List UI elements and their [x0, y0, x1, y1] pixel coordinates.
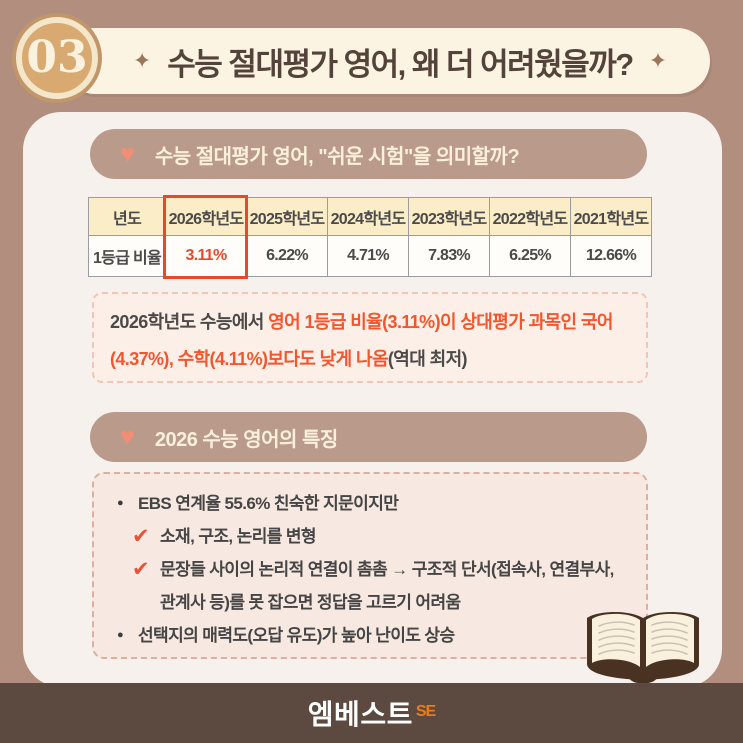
section2-heading: 2026 수능 영어의 특징	[154, 428, 338, 451]
feature-item-text: EBS 연계율 55.6% 친숙한 지문이지만	[138, 494, 399, 513]
footer-bar: 엠베스트 SE	[0, 683, 743, 743]
grade-ratio-table-wrap: 년도 2026학년도 2025학년도 2024학년도 2023학년도 2022학년도 20…	[88, 195, 654, 279]
year-column-header: 2022학년도	[489, 197, 571, 236]
year-column-header: 2025학년도	[246, 197, 328, 236]
features-box: ● EBS 연계율 55.6% 친숙한 지문이지만 ✔ 소재, 구조, 논리를 변형 ✔…	[92, 472, 648, 659]
table-row-header: 1등급 비율	[88, 235, 166, 277]
features-list: ● EBS 연계율 55.6% 친숙한 지문이지만 ✔ 소재, 구조, 논리를 변형 ✔…	[112, 487, 632, 652]
brand-logo: 엠베스트 SE	[307, 693, 436, 733]
feature-item: ● 선택지의 매력도(오답 유도)가 높아 난이도 상승	[112, 619, 632, 652]
grade-ratio-value: 7.83%	[408, 235, 490, 277]
bullet-dot-icon: ●	[117, 497, 124, 509]
section-number: 03	[26, 32, 88, 83]
feature-item-text: 소재, 구조, 논리를 변형	[160, 527, 317, 546]
sparkle-icon: ✦	[648, 48, 668, 73]
grade-ratio-value: 3.11%	[165, 235, 247, 277]
grade-ratio-value: 4.71%	[327, 235, 409, 277]
brand-logo-text: 엠베스트	[307, 699, 413, 730]
feature-item-text: 선택지의 매력도(오답 유도)가 높아 난이도 상승	[138, 626, 455, 645]
section1-heading: 수능 절대평가 영어, "쉬운 시험"을 의미할까?	[154, 145, 520, 168]
section-number-badge: 03	[16, 17, 98, 99]
grade-ratio-value: 12.66%	[570, 235, 652, 277]
check-icon: ✔	[132, 558, 150, 581]
note-text: 2026학년도 수능에서	[110, 312, 269, 332]
analysis-note: 2026학년도 수능에서 영어 1등급 비율(3.11%)이 상대평가 과목인 …	[92, 292, 648, 383]
year-column-header: 2026학년도	[165, 197, 247, 236]
heart-icon: ♥	[120, 422, 135, 451]
grade-ratio-value: 6.25%	[489, 235, 571, 277]
table-corner-header: 년도	[88, 197, 166, 236]
bullet-dot-icon: ●	[117, 629, 124, 641]
year-column-header: 2023학년도	[408, 197, 490, 236]
open-book-icon	[582, 606, 704, 684]
feature-item: ✔ 소재, 구조, 논리를 변형	[112, 520, 632, 553]
grade-ratio-value: 6.22%	[246, 235, 328, 277]
note-suffix-text: (역대 최저)	[387, 349, 468, 369]
brand-logo-mark: SE	[415, 703, 436, 720]
year-column-header: 2024학년도	[327, 197, 409, 236]
year-column-header: 2021학년도	[570, 197, 652, 236]
title-banner: ✦ 수능 절대평가 영어, 왜 더 어려웠을까? ✦	[62, 28, 710, 94]
section1-heading-banner: ♥ 수능 절대평가 영어, "쉬운 시험"을 의미할까?	[90, 129, 647, 179]
sparkle-icon: ✦	[132, 48, 152, 73]
section2-heading-banner: ♥ 2026 수능 영어의 특징	[90, 412, 647, 462]
note-highlight-text: 영어 1등급 비율(3.11%)이 상대평가 과목인 국어(4.37%), 수학…	[110, 312, 613, 369]
feature-item-text: 문장들 사이의 논리적 연결이 촘촘 → 구조적 단서(접속사, 연결부사, 관…	[160, 560, 614, 612]
heart-icon: ♥	[120, 139, 135, 168]
feature-item: ● EBS 연계율 55.6% 친숙한 지문이지만	[112, 487, 632, 520]
page-title: 수능 절대평가 영어, 왜 더 어려웠을까?	[167, 46, 634, 82]
check-icon: ✔	[132, 525, 150, 548]
grade-ratio-table: 년도 2026학년도 2025학년도 2024학년도 2023학년도 2022학년도 20…	[88, 197, 652, 277]
feature-item: ✔ 문장들 사이의 논리적 연결이 촘촘 → 구조적 단서(접속사, 연결부사, …	[112, 553, 632, 619]
